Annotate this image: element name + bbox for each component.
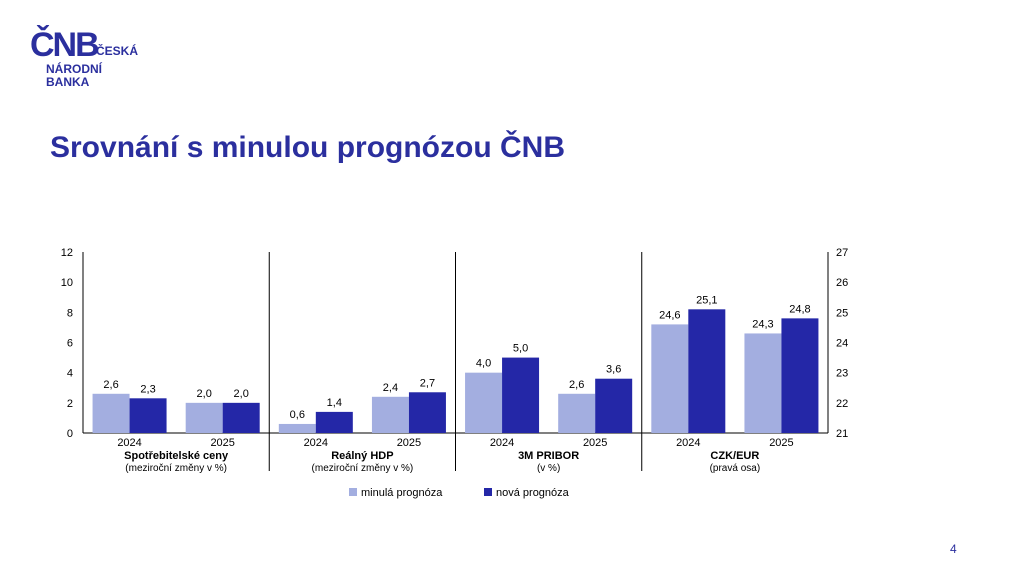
right-tick-label: 24 bbox=[836, 338, 848, 350]
left-tick-label: 0 bbox=[67, 428, 73, 440]
right-tick-label: 25 bbox=[836, 307, 848, 319]
bar-old-forecast bbox=[651, 324, 689, 433]
logo-line-3: BANKA bbox=[46, 75, 90, 89]
data-label: 2,4 bbox=[383, 382, 398, 394]
bar-old-forecast bbox=[465, 372, 503, 433]
data-label: 25,1 bbox=[696, 294, 717, 306]
bar-new-forecast bbox=[222, 402, 260, 433]
group-subtitle: (meziroční změny v %) bbox=[125, 463, 227, 474]
legend-label: nová prognóza bbox=[496, 487, 570, 499]
data-label: 2,0 bbox=[197, 388, 212, 400]
bar-new-forecast bbox=[688, 309, 726, 433]
legend-label: minulá prognóza bbox=[361, 487, 443, 499]
group-title: Spotřebitelské ceny bbox=[124, 450, 229, 462]
left-tick-label: 8 bbox=[67, 307, 73, 319]
bar-old-forecast bbox=[278, 423, 316, 433]
x-tick-label: 2025 bbox=[769, 437, 793, 449]
legend-swatch bbox=[349, 488, 357, 496]
left-tick-label: 4 bbox=[67, 368, 73, 380]
data-label: 24,8 bbox=[789, 303, 810, 315]
data-label: 4,0 bbox=[476, 358, 491, 370]
data-label: 1,4 bbox=[327, 397, 342, 409]
bar-old-forecast bbox=[185, 402, 223, 433]
bar-new-forecast bbox=[129, 398, 167, 433]
logo-line-1: ČESKÁ bbox=[96, 44, 139, 58]
bar-old-forecast bbox=[558, 393, 596, 433]
right-tick-label: 27 bbox=[836, 247, 848, 259]
group-title: CZK/EUR bbox=[710, 450, 759, 462]
right-tick-label: 22 bbox=[836, 398, 848, 410]
x-tick-label: 2025 bbox=[210, 437, 234, 449]
x-tick-label: 2024 bbox=[676, 437, 700, 449]
bar-new-forecast bbox=[315, 411, 353, 433]
bar-new-forecast bbox=[781, 318, 819, 433]
group-subtitle: (meziroční změny v %) bbox=[312, 463, 414, 474]
page-number: 4 bbox=[950, 542, 957, 556]
x-tick-label: 2025 bbox=[583, 437, 607, 449]
cnb-logo: ČNB ČESKÁ NÁRODNÍ BANKA bbox=[30, 28, 140, 98]
page-title: Srovnání s minulou prognózou ČNB bbox=[50, 131, 565, 164]
group-subtitle: (pravá osa) bbox=[710, 463, 761, 474]
group-title: Reálný HDP bbox=[331, 450, 393, 462]
data-label: 0,6 bbox=[290, 409, 305, 421]
data-label: 2,3 bbox=[140, 383, 155, 395]
data-label: 2,6 bbox=[569, 379, 584, 391]
bar-old-forecast bbox=[371, 396, 409, 433]
left-tick-label: 6 bbox=[67, 338, 73, 350]
x-tick-label: 2024 bbox=[304, 437, 328, 449]
data-label: 3,6 bbox=[606, 364, 621, 376]
x-tick-label: 2025 bbox=[397, 437, 421, 449]
data-label: 24,6 bbox=[659, 309, 680, 321]
bar-new-forecast bbox=[408, 392, 446, 433]
data-label: 2,6 bbox=[103, 379, 118, 391]
logo-mark: ČNB bbox=[30, 26, 100, 64]
bar-new-forecast bbox=[595, 378, 633, 433]
left-tick-label: 12 bbox=[61, 247, 73, 259]
left-tick-label: 10 bbox=[61, 277, 73, 289]
data-label: 2,0 bbox=[234, 388, 249, 400]
right-tick-label: 23 bbox=[836, 368, 848, 380]
bar-old-forecast bbox=[744, 333, 782, 433]
bar-old-forecast bbox=[92, 393, 130, 433]
data-label: 2,7 bbox=[420, 377, 435, 389]
data-label: 5,0 bbox=[513, 343, 528, 355]
group-subtitle: (v %) bbox=[537, 463, 560, 474]
bar-new-forecast bbox=[502, 357, 540, 433]
right-tick-label: 26 bbox=[836, 277, 848, 289]
x-tick-label: 2024 bbox=[490, 437, 514, 449]
data-label: 24,3 bbox=[752, 318, 773, 330]
left-tick-label: 2 bbox=[67, 398, 73, 410]
legend-swatch bbox=[484, 488, 492, 496]
right-tick-label: 21 bbox=[836, 428, 848, 440]
group-title: 3M PRIBOR bbox=[518, 450, 579, 462]
logo-line-2: NÁRODNÍ bbox=[46, 62, 102, 76]
x-tick-label: 2024 bbox=[117, 437, 141, 449]
